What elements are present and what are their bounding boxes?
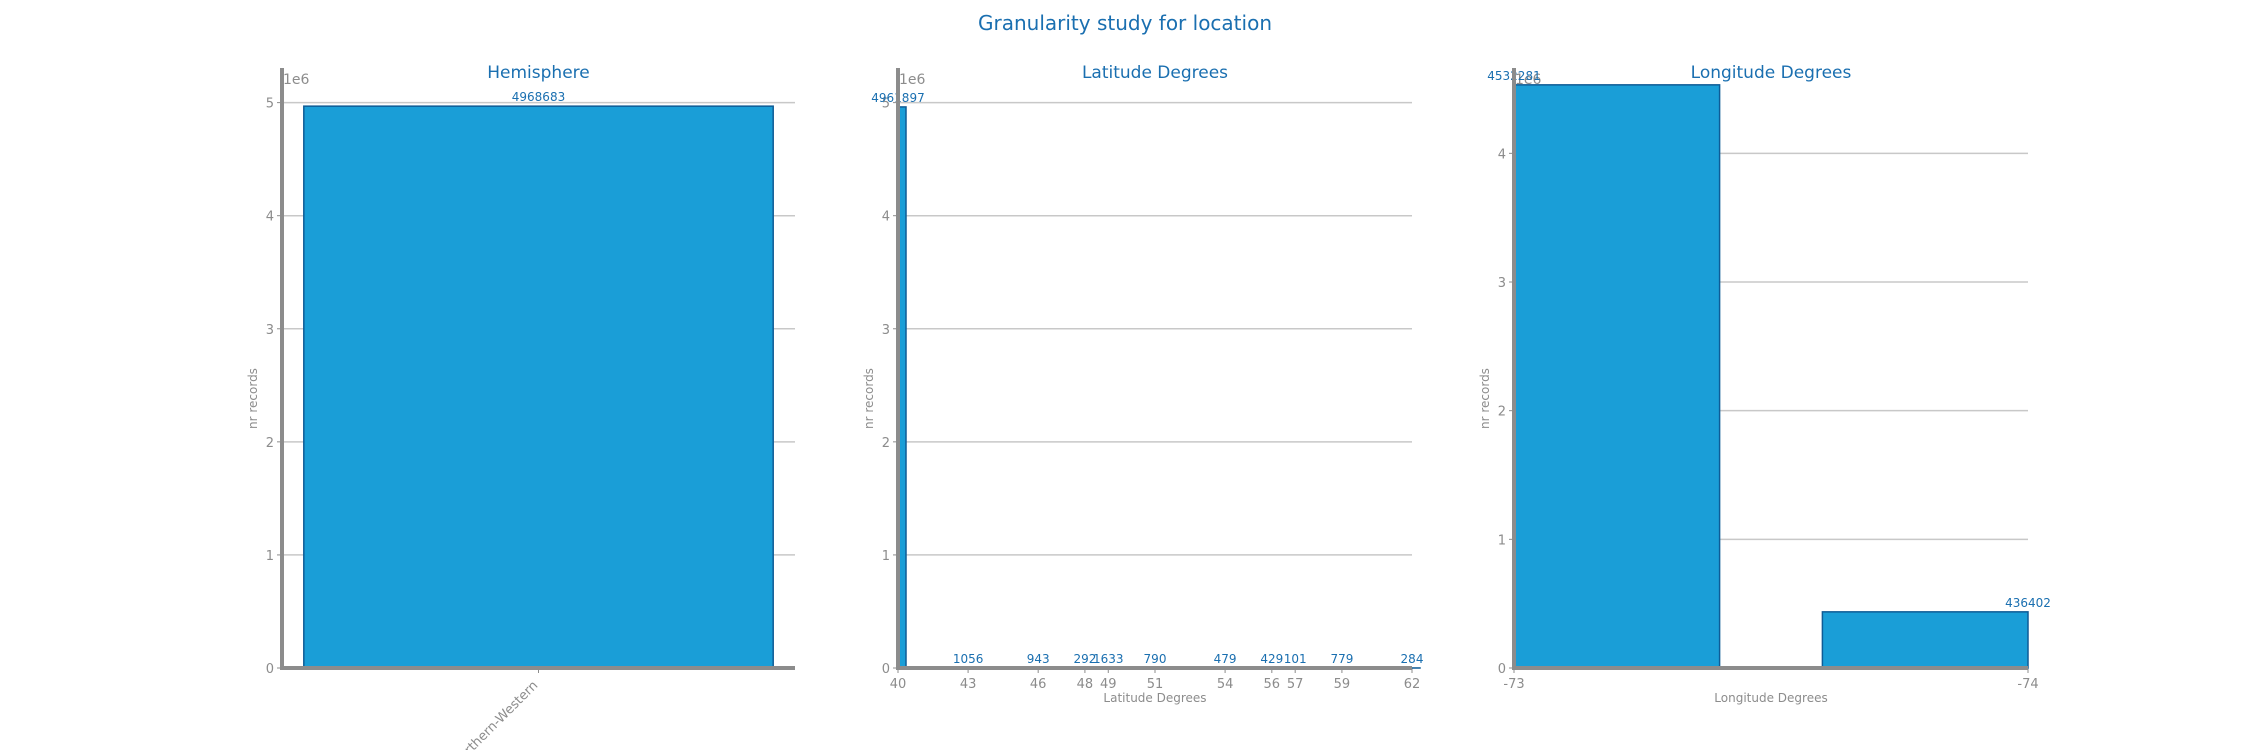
ytick-label-0-1: 1 [266,549,274,564]
xtick-label-1-1: 43 [960,677,977,692]
xtick-label-1-7: 56 [1264,677,1281,692]
ytick-label-2-4: 4 [1498,147,1506,162]
ytick-label-0-3: 3 [266,323,274,338]
xtick-label-1-8: 57 [1287,677,1304,692]
xtick-label-1-9: 59 [1334,677,1351,692]
xtick-label-1-0: 40 [890,677,907,692]
ytick-label-0-0: 0 [266,662,274,677]
y-axis-label-2: nr records [1478,368,1492,429]
xtick-label-0-0: Northern-Western [449,678,541,750]
xtick-label-1-6: 54 [1217,677,1234,692]
x-axis-label-1: Latitude Degrees [1103,691,1206,705]
ytick-label-2-0: 0 [1498,662,1506,677]
xtick-label-1-2: 46 [1030,677,1047,692]
ytick-label-1-0: 0 [882,662,890,677]
ytick-label-1-4: 4 [882,210,890,225]
data-label-2-1: 436402 [2005,596,2051,610]
data-label-1-5: 790 [1144,652,1167,666]
xtick-label-2-0: -73 [1503,677,1524,692]
y-axis-label-1: nr records [862,368,876,429]
subplot-title-2: Longitude Degrees [1691,63,1852,83]
data-label-1-2: 943 [1027,652,1050,666]
ytick-label-1-1: 1 [882,549,890,564]
subplot-title-0: Hemisphere [487,63,589,83]
ytick-label-2-1: 1 [1498,533,1506,548]
data-label-1-1: 1056 [953,652,984,666]
data-label-1-9: 779 [1330,652,1353,666]
bar-2-1 [1822,612,2028,668]
data-label-1-8: 101 [1284,652,1307,666]
y-axis-label-0: nr records [246,368,260,429]
data-label-1-10: 284 [1401,652,1424,666]
data-label-0-0: 4968683 [512,90,565,104]
ytick-label-0-5: 5 [266,97,274,112]
xtick-label-1-10: 62 [1404,677,1421,692]
ytick-label-0-2: 2 [266,436,274,451]
data-label-1-6: 479 [1214,652,1237,666]
xtick-label-1-3: 48 [1077,677,1094,692]
figure-title: Granularity study for location [978,11,1272,35]
ytick-label-1-3: 3 [882,323,890,338]
bar-2-0 [1514,85,1720,668]
x-axis-label-2: Longitude Degrees [1714,691,1827,705]
data-label-1-7: 429 [1260,652,1283,666]
xtick-label-2-1: -74 [2017,677,2038,692]
y-offset-label-1: 1e6 [899,72,926,88]
bar-0-0 [304,106,773,668]
xtick-label-1-5: 51 [1147,677,1164,692]
y-offset-label-0: 1e6 [283,72,310,88]
xtick-label-1-4: 49 [1100,677,1117,692]
data-label-1-4: 1633 [1093,652,1124,666]
ytick-label-2-3: 3 [1498,276,1506,291]
ytick-label-0-4: 4 [266,210,274,225]
ytick-label-2-2: 2 [1498,405,1506,420]
ytick-label-1-2: 2 [882,436,890,451]
subplot-title-1: Latitude Degrees [1082,63,1228,83]
